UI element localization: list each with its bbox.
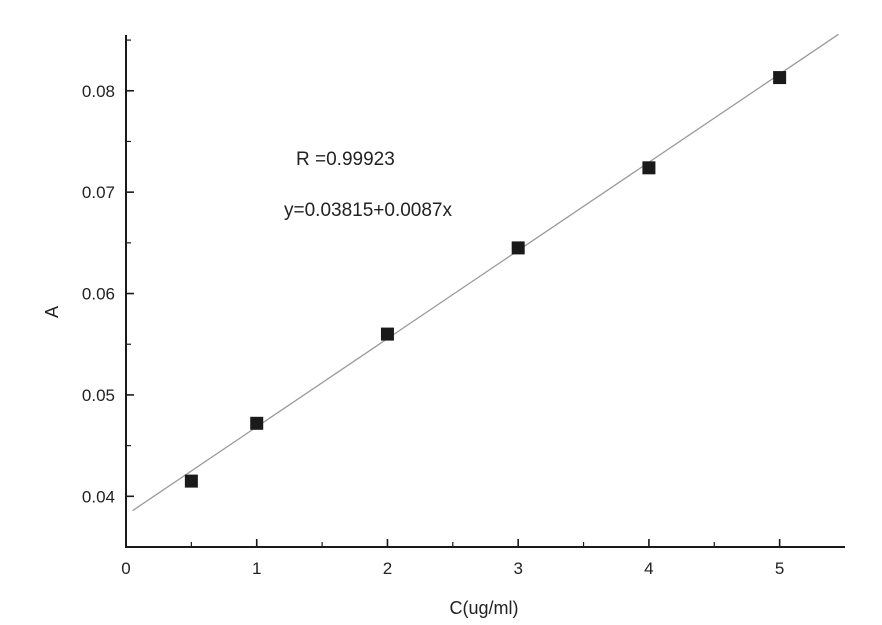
tick-labels: 0 1 2 3 4 5 0.04 0.05 0.06 0.07 0.08 xyxy=(82,82,784,578)
equation-annotation: y=0.03815+0.0087x xyxy=(284,200,452,221)
tick-marks xyxy=(125,39,781,547)
y-tick-label: 0.08 xyxy=(82,82,115,101)
data-point xyxy=(642,161,656,175)
x-tick-label: 0 xyxy=(121,559,130,578)
data-point xyxy=(773,71,787,85)
data-point xyxy=(184,474,198,488)
y-tick-label: 0.05 xyxy=(82,386,115,405)
y-tick-label: 0.06 xyxy=(82,285,115,304)
x-tick-label: 2 xyxy=(383,559,392,578)
x-tick-label: 3 xyxy=(513,559,522,578)
x-tick-label: 4 xyxy=(644,559,653,578)
fit-line-layer xyxy=(132,33,839,512)
data-points xyxy=(184,71,787,488)
data-point xyxy=(511,241,525,255)
x-tick-label: 5 xyxy=(775,559,784,578)
axes xyxy=(125,35,845,548)
x-tick-label: 1 xyxy=(252,559,261,578)
x-axis-title: C(ug/ml) xyxy=(449,598,518,618)
data-point xyxy=(250,416,264,430)
y-tick-label: 0.07 xyxy=(82,183,115,202)
correlation-annotation: R =0.99923 xyxy=(296,149,395,170)
data-point xyxy=(380,327,394,341)
fit-line xyxy=(132,33,839,512)
y-axis-title: A xyxy=(42,306,62,318)
y-tick-label: 0.04 xyxy=(82,487,115,506)
